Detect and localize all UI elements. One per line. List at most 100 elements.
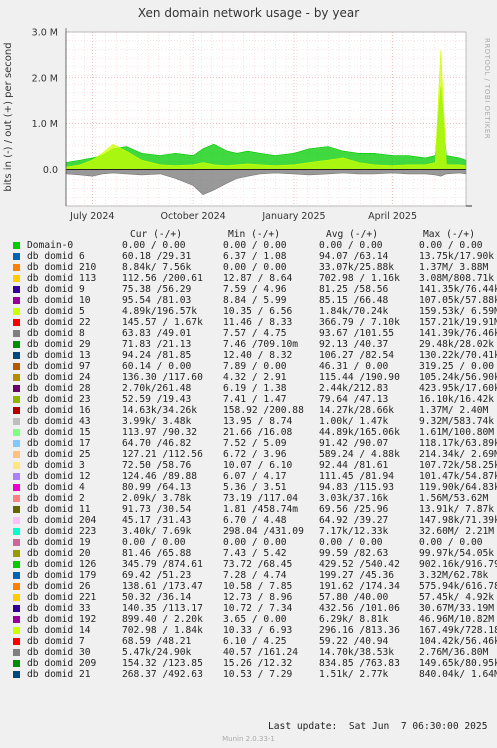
legend-max: 16.10k/16.42k [419,394,495,405]
legend-avg: 94.07 /63.14 [319,251,389,262]
legend-cur: 2.09k/ 3.78k [122,493,192,504]
legend-name: db domid 25 [27,449,91,460]
legend-min: 15.26 /12.32 [223,658,293,669]
legend-cur: 154.32 /123.85 [122,658,203,669]
legend-avg: 1.84k/70.24k [319,306,389,317]
legend-swatch [13,363,20,370]
legend-swatch [13,264,20,271]
legend-max: 902.16k/916.79k [419,559,497,570]
legend-max: 99.97k/54.05k [419,548,495,559]
legend-min: 12.40 / 8.32 [223,350,293,361]
legend-min: 13.95 / 8.74 [223,416,293,427]
legend-max: 2.76M/36.80M [419,647,489,658]
legend-name: db domid 22 [27,317,91,328]
legend-max: 157.21k/19.91M [419,317,497,328]
legend-max: 29.48k/28.02k [419,339,495,350]
legend-max: 1.61M/100.80M [419,427,495,438]
legend-max: 159.53k/ 6.59M [419,306,497,317]
legend-max: 118.17k/63.89k [419,438,497,449]
legend-min: 7.52 / 5.09 [223,438,287,449]
legend-swatch [13,660,20,667]
legend-swatch [13,451,20,458]
legend-min: 6.37 / 1.08 [223,251,287,262]
y-tick-label: 3.0 M [32,28,58,39]
legend-name: db domid 3 [27,460,85,471]
legend-avg: 6.29k/ 8.81k [319,614,389,625]
y-tick-label: 0.0 [43,165,58,176]
legend-swatch [13,319,20,326]
legend-name: db domid 19 [27,537,91,548]
legend-cur: 136.30 /117.60 [122,372,203,383]
legend-cur: 69.42 /51.23 [122,570,192,581]
legend-name: db domid 204 [27,515,97,526]
legend-swatch [13,242,20,249]
legend-avg: 432.56 /101.06 [319,603,400,614]
legend-name: db domid 9 [27,284,85,295]
legend-min: 40.57 /161.24 [223,647,299,658]
legend-swatch [13,616,20,623]
legend-avg: 79.64 /47.13 [319,394,389,405]
legend-swatch [13,484,20,491]
legend-col-min: Min (-/+) [228,229,280,240]
legend-max: 32.60M/ 2.21M [419,526,495,537]
legend-header: Cur (-/+) Min (-/+) Avg (-/+) Max (-/+) [13,229,475,240]
legend-max: 107.72k/58.25k [419,460,497,471]
y-tick-label: 2.0 M [32,73,58,84]
legend-name: db domid 24 [27,372,91,383]
legend-name: db domid 30 [27,647,91,658]
chart-title: Xen domain network usage - by year [137,6,360,20]
legend-avg: 111.45 /81.94 [319,471,395,482]
legend-cur: 5.47k/24.90k [122,647,192,658]
legend-min: 73.19 /117.04 [223,493,299,504]
legend-cur: 72.50 /58.76 [122,460,192,471]
legend-min: 4.32 / 2.91 [223,372,287,383]
legend-min: 10.07 / 6.10 [223,460,293,471]
legend-avg: 191.62 /174.34 [319,581,400,592]
legend-name: Domain-0 [27,240,74,251]
legend-min: 0.00 / 0.00 [223,537,287,548]
legend-max: 13.91k/ 7.87k [419,504,495,515]
legend-avg: 834.85 /763.83 [319,658,400,669]
legend-max: 13.75k/17.90k [419,251,495,262]
rrdtool-credit: RRDTOOL / TOBI OETIKER [483,38,491,140]
legend-cur: 127.21 /112.56 [122,449,203,460]
legend-avg: 7.17k/12.33k [319,526,389,537]
legend-table: Cur (-/+) Min (-/+) Avg (-/+) Max (-/+) … [13,229,497,680]
legend-cur: 124.46 /89.88 [122,471,198,482]
legend-min: 5.36 / 3.51 [223,482,287,493]
legend-avg: 57.80 /40.00 [319,592,389,603]
legend-name: db domid 26 [27,581,91,592]
legend-min: 11.46 / 8.33 [223,317,293,328]
legend-cur: 3.99k/ 3.48k [122,416,192,427]
legend-cur: 112.56 /200.61 [122,273,203,284]
legend-max: 3.08M/808.71k [419,273,495,284]
legend-name: db domid 113 [27,273,97,284]
legend-name: db domid 210 [27,262,97,273]
legend-min: 73.72 /68.45 [223,559,293,570]
legend-avg: 296.16 /813.36 [319,625,400,636]
legend-avg: 46.31 / 0.00 [319,361,389,372]
legend-name: db domid 17 [27,438,91,449]
legend-avg: 33.07k/25.88k [319,262,395,273]
legend-swatch [13,374,20,381]
legend-min: 6.72 / 3.96 [223,449,287,460]
legend-name: db domid 221 [27,592,97,603]
legend-cur: 3.40k/ 7.69k [122,526,192,537]
legend-min: 7.57 / 4.75 [223,328,287,339]
legend-avg: 64.92 /39.27 [319,515,389,526]
legend-cur: 702.98 / 1.84k [122,625,203,636]
legend-cur: 0.00 / 0.00 [122,537,186,548]
legend-cur: 4.89k/196.57k [122,306,198,317]
legend-name: db domid 15 [27,427,91,438]
legend-name: db domid 8 [27,328,85,339]
legend-swatch [13,297,20,304]
legend-swatch [13,495,20,502]
legend-cur: 52.59 /19.43 [122,394,192,405]
legend-min: 21.66 /16.08 [223,427,293,438]
legend-min: 6.19 / 1.38 [223,383,287,394]
legend-avg: 1.51k/ 2.77k [319,669,389,680]
legend-swatch [13,528,20,535]
legend-name: db domid 33 [27,603,91,614]
y-tick-label: 1.0 M [32,119,58,130]
legend-cur: 268.37 /492.63 [122,669,203,680]
